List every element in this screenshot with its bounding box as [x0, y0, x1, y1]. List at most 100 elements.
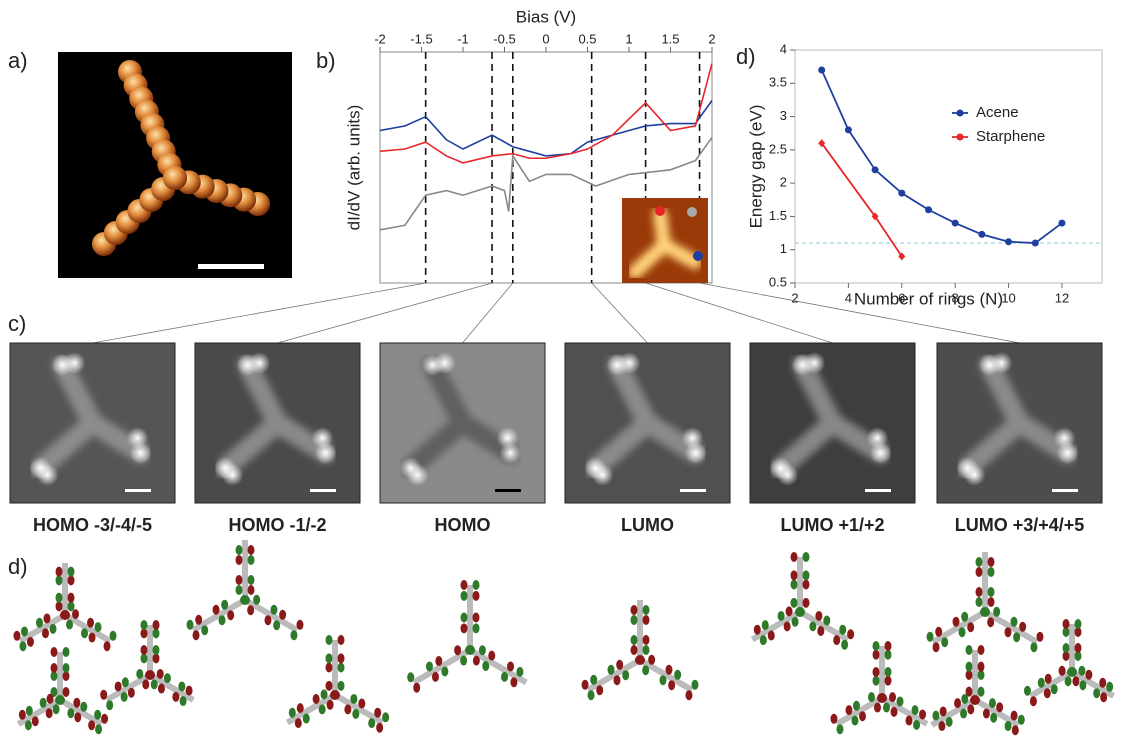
series-line [380, 101, 712, 156]
lobe [122, 677, 129, 687]
stm-image: HOMO -3/-4/-5 [10, 343, 175, 535]
lobe [338, 681, 345, 691]
lobe [221, 600, 228, 610]
lobe [990, 713, 997, 723]
lobe [941, 637, 948, 647]
lobe [768, 631, 775, 641]
plot-frame [795, 50, 1102, 283]
lobe [248, 545, 255, 555]
lobe [358, 699, 365, 709]
lobe [95, 724, 102, 734]
lobe [303, 714, 310, 724]
lobe [352, 709, 359, 719]
bright-spot [592, 464, 614, 486]
x-axis-label: Number of rings (N) [854, 289, 1003, 308]
lobe [63, 647, 70, 657]
lobe [1099, 678, 1106, 688]
lobe [596, 685, 603, 695]
y-tick-label: 2.5 [769, 141, 787, 156]
lobe [608, 665, 615, 675]
lobe [81, 628, 88, 638]
lobe [488, 651, 495, 661]
lobe [128, 688, 135, 698]
core [635, 655, 645, 665]
y-axis-label: Energy gap (eV) [746, 105, 765, 229]
lobe [1012, 725, 1019, 735]
lobe [368, 718, 375, 728]
core [55, 695, 65, 705]
backbone [414, 650, 470, 683]
lobe [136, 669, 143, 679]
y-tick-label: 3.5 [769, 75, 787, 90]
lobe [473, 613, 480, 623]
orbital-renderings [13, 540, 1113, 735]
lobe [1013, 632, 1020, 642]
lobe [791, 598, 798, 608]
lobe [32, 716, 39, 726]
orbital-label: LUMO +3/+4/+5 [955, 515, 1085, 535]
lobe [754, 625, 761, 635]
lobe [248, 555, 255, 565]
lobe [295, 718, 302, 728]
backbone [193, 600, 245, 630]
series-line [380, 64, 712, 163]
lobe [80, 702, 87, 712]
lobe [983, 709, 990, 719]
lobe [68, 567, 75, 577]
lobe [344, 704, 351, 714]
lobe [883, 703, 890, 713]
lobe [88, 720, 95, 730]
lobe [815, 611, 822, 621]
lobe [1100, 692, 1107, 702]
lobe [845, 705, 852, 715]
lobe [940, 706, 947, 716]
lobe [873, 676, 880, 686]
scale-bar [865, 489, 891, 492]
backbone [933, 612, 985, 642]
x-tick-label: 10 [1001, 290, 1015, 305]
scale-bar [1052, 489, 1078, 492]
stm-image: HOMO [380, 343, 545, 535]
lobe [157, 669, 164, 679]
lobe [1085, 670, 1092, 680]
lobe [432, 672, 439, 682]
lobe [319, 704, 326, 714]
lobe [954, 698, 961, 708]
lobe [988, 557, 995, 567]
lobe [376, 723, 383, 733]
lobe [643, 645, 650, 655]
lobe [803, 580, 810, 590]
bright-spot [222, 464, 244, 486]
lobe [321, 689, 328, 699]
orbital-label: LUMO [621, 515, 674, 535]
lobe [153, 645, 160, 655]
bright-spot [312, 427, 334, 449]
point [978, 231, 985, 238]
backbone [588, 660, 640, 690]
lobe [897, 696, 904, 706]
lobe [966, 662, 973, 672]
lobe [778, 611, 785, 621]
lobe [784, 621, 791, 631]
lobe [1075, 619, 1082, 629]
lobe [382, 712, 389, 722]
lobe [1072, 676, 1079, 686]
stm-image: HOMO -1/-2 [195, 343, 360, 535]
orbital-label: HOMO -1/-2 [228, 515, 326, 535]
lobe [327, 700, 334, 710]
lobe [195, 615, 202, 625]
y-tick-label: 1.5 [769, 208, 787, 223]
lobe [1063, 643, 1070, 653]
lobe [953, 617, 960, 627]
point [845, 126, 852, 133]
lobe [588, 690, 595, 700]
panel-label: d) [736, 44, 756, 69]
lobe [100, 690, 107, 700]
scale-bar [125, 489, 151, 492]
lobe [809, 621, 816, 631]
lobe [89, 633, 96, 643]
lobe [74, 712, 81, 722]
lobe [350, 694, 357, 704]
orbital-label: HOMO -3/-4/-5 [33, 515, 152, 535]
lobe [407, 672, 414, 682]
